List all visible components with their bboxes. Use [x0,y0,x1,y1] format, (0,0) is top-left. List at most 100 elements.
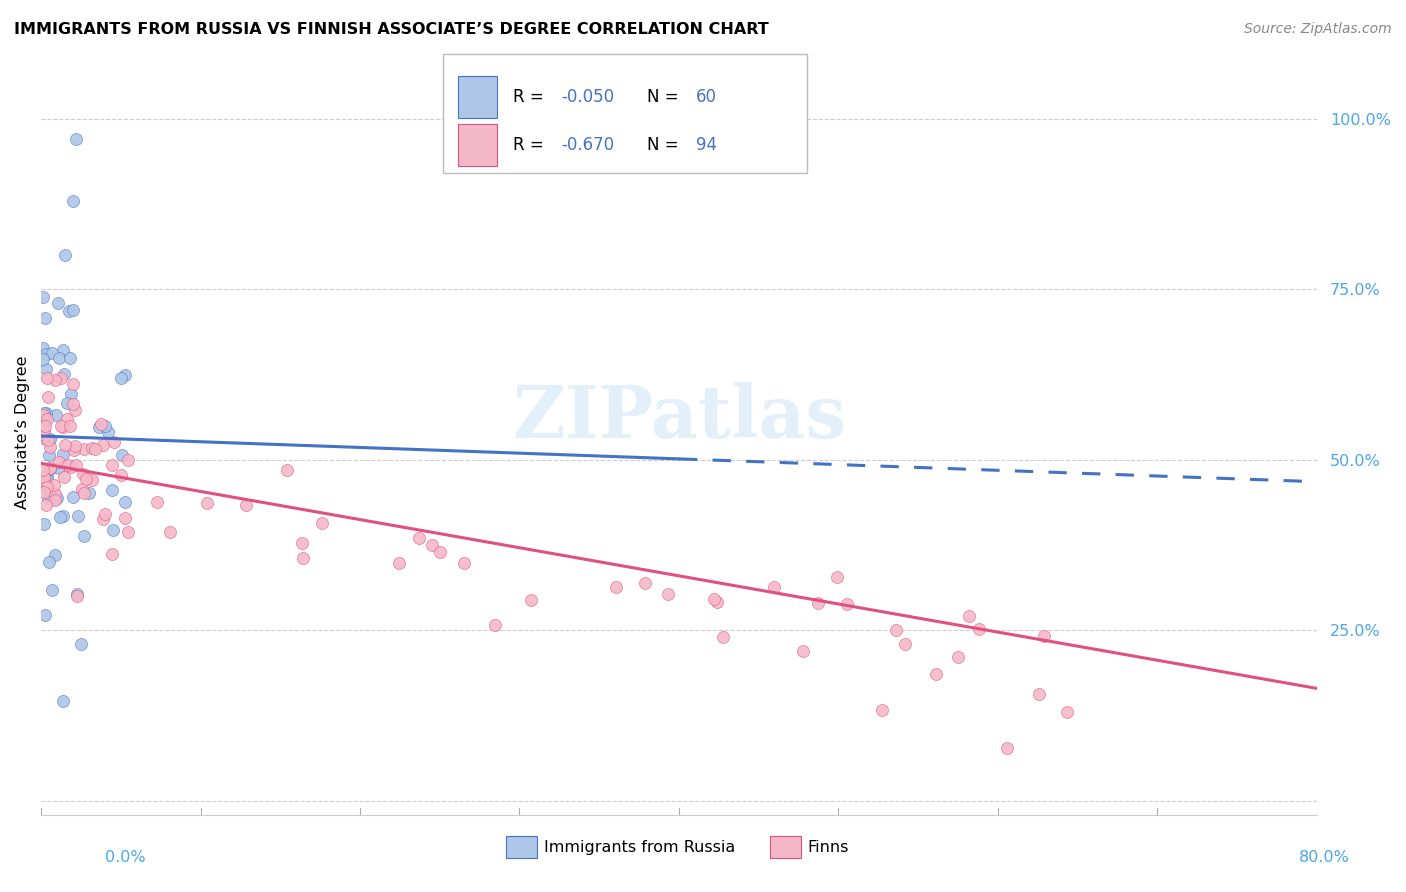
Point [56,396,79,410]
Point [1028,687,1050,701]
Point [37,491,59,506]
Point [52,447,75,461]
Point [91,437,114,451]
Text: 94: 94 [696,136,717,153]
Point [51,371,73,385]
Text: 80.0%: 80.0% [1299,850,1350,865]
Point [84,442,107,456]
Point [66,587,89,601]
Text: Source: ZipAtlas.com: Source: ZipAtlas.com [1244,22,1392,37]
Point [73,485,96,500]
Point [291,550,314,565]
Point [41,582,63,597]
Point [995,741,1018,756]
Point [111,448,134,462]
Text: -0.050: -0.050 [561,87,614,105]
Point [62,490,84,504]
Point [706,595,728,609]
Point [969,622,991,636]
Point [711,630,734,644]
Point [870,703,893,717]
Point [195,496,218,510]
Point [91,512,114,526]
Point [34,310,56,325]
Point [44,492,66,507]
Point [31,341,53,355]
Point [31,408,53,422]
Point [763,580,786,594]
Point [32,517,55,532]
Point [114,494,136,508]
Point [388,556,411,570]
Point [34,608,56,623]
Point [633,575,655,590]
Point [56,412,79,426]
Point [291,536,314,550]
Point [80,442,103,456]
Point [520,592,543,607]
Point [159,525,181,540]
Point [117,453,139,467]
Point [44,548,66,562]
Point [32,485,55,500]
Point [31,290,53,304]
Text: IMMIGRANTS FROM RUSSIA VS FINNISH ASSOCIATE’S DEGREE CORRELATION CHART: IMMIGRANTS FROM RUSSIA VS FINNISH ASSOCI… [14,22,769,37]
Point [35,406,58,420]
Point [408,532,430,546]
Point [52,367,75,381]
Point [97,425,120,440]
Point [894,637,917,651]
Point [35,347,58,361]
Point [60,459,83,474]
Point [56,458,79,472]
Point [52,508,75,523]
Point [53,438,76,452]
Point [32,427,55,442]
Point [52,343,75,357]
Point [53,248,76,262]
Point [101,524,124,538]
Point [35,409,58,423]
Point [34,418,56,433]
Point [62,397,84,411]
Point [35,479,58,493]
Text: N =: N = [647,136,683,153]
Point [32,476,55,491]
Point [58,304,80,318]
FancyBboxPatch shape [443,54,807,173]
Point [65,403,87,417]
Point [117,525,139,540]
Text: R =: R = [513,136,550,153]
Point [31,431,53,445]
Point [93,507,115,521]
Text: Immigrants from Russia: Immigrants from Russia [544,840,735,855]
Text: ZIPatlas: ZIPatlas [512,382,846,453]
Point [66,589,89,603]
Point [48,455,70,469]
Point [52,694,75,708]
Point [90,417,112,431]
Point [110,371,132,385]
Text: 60: 60 [696,87,717,105]
Point [827,569,849,583]
Point [49,510,72,524]
Point [453,556,475,570]
Point [45,408,67,422]
Point [1033,629,1056,643]
Point [77,486,100,500]
Point [32,470,55,484]
Point [31,409,53,423]
Point [70,482,93,496]
Point [703,591,725,606]
Point [44,373,66,387]
Point [35,371,58,385]
Point [276,463,298,477]
Point [146,494,169,508]
Point [65,458,87,472]
Point [884,623,907,637]
FancyBboxPatch shape [458,124,496,166]
Point [484,618,506,632]
Point [807,596,830,610]
Point [94,418,117,433]
Point [34,407,56,421]
